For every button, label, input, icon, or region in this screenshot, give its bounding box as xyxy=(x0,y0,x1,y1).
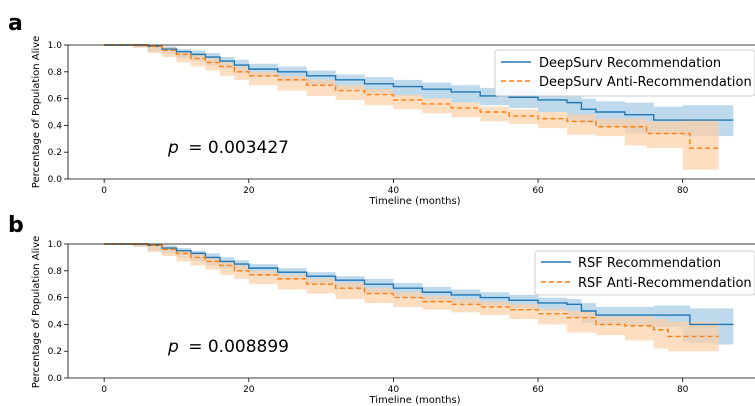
panel-a-p-symbol: p xyxy=(167,138,179,158)
panel-b-letter: b xyxy=(8,213,24,238)
panel-b-y-tick-label: 0.8 xyxy=(48,267,63,277)
panel-a-x-tick-label: 40 xyxy=(388,186,400,196)
panel-a-x-tick-label: 60 xyxy=(532,186,544,196)
svg-text:p = 0.003427: p = 0.003427 xyxy=(167,138,289,158)
panel-b-p-symbol: p xyxy=(167,337,179,357)
panel-a-recommendation-ci-band xyxy=(104,45,734,137)
panel-b-y-tick-label: 0.0 xyxy=(48,374,63,384)
panel-b-x-tick-label: 80 xyxy=(677,385,689,395)
panel-a-y-tick-label: 0.6 xyxy=(48,95,63,105)
svg-text:p = 0.008899: p = 0.008899 xyxy=(167,337,289,357)
panel-a-y-tick-label: 0.4 xyxy=(48,121,63,131)
panel-b-y-tick-label: 0.2 xyxy=(48,347,62,357)
panel-a-legend-label-anti: DeepSurv Anti-Recommendation xyxy=(539,75,752,90)
panel-a: a Percentage of Population Alive Timelin… xyxy=(8,11,755,207)
panel-b-x-tick-label: 20 xyxy=(243,385,255,395)
panel-a-p-value: p = 0.003427 xyxy=(167,138,289,158)
panel-a-ylabel: Percentage of Population Alive xyxy=(31,36,42,188)
panel-a-x-tick-label: 80 xyxy=(677,186,689,196)
panel-a-recommendation-curve xyxy=(104,44,734,121)
panel-a-letter: a xyxy=(8,11,23,36)
panel-b-legend-box xyxy=(534,250,755,296)
panel-b-legend-label-recommendation: RSF Recommendation xyxy=(578,256,721,271)
panel-a-plot-area: 0.0 0.2 0.4 0.6 0.8 1.0 0 20 40 60 80 xyxy=(48,41,755,196)
panel-b: b Percentage of Population Alive Timelin… xyxy=(8,213,755,406)
panel-a-x-tick-label: 20 xyxy=(243,186,255,196)
panel-b-anti-recommendation-curve xyxy=(104,243,719,338)
panel-a-legend-box xyxy=(494,49,755,97)
panel-a-p-value-text: = 0.003427 xyxy=(188,138,289,158)
panel-b-recommendation-curve xyxy=(104,243,734,326)
panel-a-xlabel: Timeline (months) xyxy=(368,196,460,207)
panel-a-y-tick-label: 0.0 xyxy=(48,175,63,185)
panel-a-legend: DeepSurv Recommendation DeepSurv Anti-Re… xyxy=(494,49,755,97)
panel-b-y-tick-label: 0.6 xyxy=(48,294,63,304)
panel-a-legend-label-recommendation: DeepSurv Recommendation xyxy=(539,56,721,71)
panel-b-legend-label-anti: RSF Anti-Recommendation xyxy=(578,276,752,291)
panel-b-x-tick-label: 0 xyxy=(101,385,107,395)
panel-b-p-value: p = 0.008899 xyxy=(167,337,289,357)
panel-b-y-tick-label: 1.0 xyxy=(48,240,63,250)
panel-b-xlabel: Timeline (months) xyxy=(368,395,460,406)
panel-a-y-tick-label: 1.0 xyxy=(48,41,63,51)
panel-a-y-tick-label: 0.2 xyxy=(48,148,62,158)
panel-a-x-tick-label: 0 xyxy=(101,186,107,196)
panel-b-x-tick-label: 40 xyxy=(388,385,400,395)
panel-b-y-tick-label: 0.4 xyxy=(48,320,63,330)
panel-b-plot-area: 0.0 0.2 0.4 0.6 0.8 1.0 0 20 40 60 80 xyxy=(48,240,755,395)
panel-b-p-value-text: = 0.008899 xyxy=(188,337,289,357)
panel-a-anti-recommendation-curve xyxy=(104,44,719,149)
panel-b-legend: RSF Recommendation RSF Anti-Recommendati… xyxy=(534,250,755,296)
panel-a-y-tick-label: 0.8 xyxy=(48,68,63,78)
panel-b-x-tick-label: 60 xyxy=(532,385,544,395)
panel-b-ylabel: Percentage of Population Alive xyxy=(31,236,42,388)
